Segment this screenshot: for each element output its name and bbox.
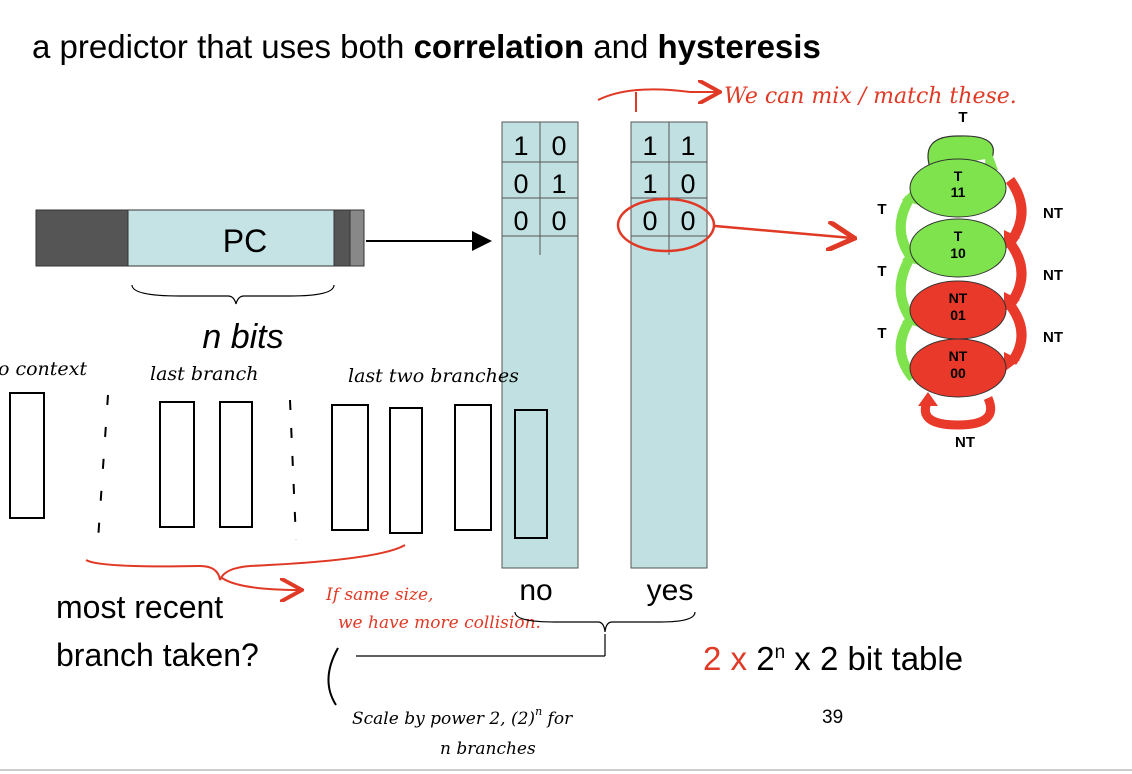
state-t-10	[909, 218, 1007, 278]
state-label: 00	[950, 365, 966, 381]
pc-brace	[131, 284, 335, 305]
n-bits-label: n bits	[202, 318, 283, 356]
edge-label-left: T	[877, 325, 886, 342]
context-slots	[9, 392, 492, 534]
table-yes-label: yes	[647, 574, 694, 607]
table-no-cell: 1	[551, 169, 566, 199]
state-label: 10	[950, 245, 966, 261]
left-arrow-3	[895, 317, 917, 382]
state-label: 11	[951, 184, 966, 200]
table-no-label: no	[519, 574, 552, 607]
edge-label-left: T	[877, 201, 886, 218]
table-yes-cell: 1	[680, 131, 695, 161]
table-no-cell: 1	[513, 131, 528, 161]
state-label: NT	[949, 290, 968, 306]
same-size-note-1: If same size,	[325, 585, 433, 605]
table-yes-cell: 0	[642, 206, 657, 236]
table-no-cell: 0	[513, 169, 528, 199]
no-yes-brace	[514, 611, 696, 633]
scale-note-1: Scale by power 2, (2)n for	[352, 705, 573, 729]
table-no-cell: 0	[551, 131, 566, 161]
last-two-branches-label: last two branches	[348, 365, 519, 387]
table-yes-cell: 0	[680, 169, 695, 199]
right-arrow-1	[1005, 177, 1027, 243]
same-size-note-2: we have more collision.	[338, 613, 541, 633]
separator	[289, 399, 297, 541]
state-label: 01	[950, 307, 966, 323]
table-no: 1 0 0 1 0 0	[501, 121, 579, 569]
highlight-arrow	[714, 226, 852, 238]
table-yes: 1 1 1 0 0 0	[630, 121, 708, 569]
right-arrow-3	[1005, 301, 1027, 365]
mix-match-note: We can mix / match these.	[724, 84, 1017, 109]
slide-title: a predictor that uses both correlation a…	[32, 28, 821, 65]
state-t-11	[909, 158, 1007, 218]
red-brace-arrow	[221, 577, 300, 590]
state-label: NT	[949, 348, 968, 364]
table-yes-cell: 1	[642, 169, 657, 199]
red-brace	[85, 544, 406, 581]
state-machine: T 11 T 10 NT 01 NT 00 T T T T NT NT NT N…	[877, 109, 1063, 451]
separator	[97, 394, 109, 541]
state-label: T	[954, 228, 963, 244]
pc-label: PC	[223, 223, 267, 259]
no-context-label: o context	[0, 358, 87, 380]
hand-stroke	[327, 647, 339, 706]
edge-label-right: NT	[1043, 329, 1063, 346]
table-yes-cell: 1	[642, 131, 657, 161]
highlight-circle	[616, 197, 716, 253]
right-arrow-2	[1005, 239, 1027, 305]
state-nt-00	[909, 338, 1007, 398]
table-no-cell: 0	[513, 206, 528, 236]
question-line-2: branch taken?	[56, 637, 259, 673]
table-size-formula: 2 x 2n x 2 bit table	[703, 640, 963, 677]
self-loop-bottom	[920, 396, 996, 430]
question-line-1: most recent	[56, 589, 223, 625]
edge-label-bottom: NT	[955, 434, 975, 451]
edge-label-top: T	[958, 109, 967, 126]
page-number: 39	[822, 707, 843, 728]
state-label: T	[954, 168, 963, 184]
edge-label-left: T	[877, 263, 886, 280]
scale-note-2: n branches	[440, 739, 536, 759]
table-yes-cell: 0	[680, 206, 695, 236]
mix-match-arrow	[597, 89, 718, 112]
edge-label-right: NT	[1043, 267, 1063, 284]
last-branch-label: last branch	[150, 363, 259, 385]
pc-register: PC	[35, 209, 365, 267]
table-no-cell: 0	[551, 206, 566, 236]
edge-label-right: NT	[1043, 205, 1063, 222]
